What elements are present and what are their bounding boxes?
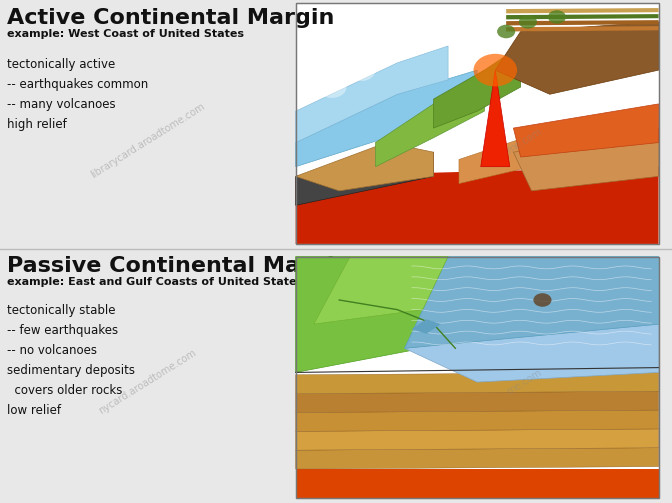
Polygon shape bbox=[506, 14, 659, 20]
Text: librarycard.aroadtome.com: librarycard.aroadtome.com bbox=[89, 102, 207, 180]
Polygon shape bbox=[459, 135, 532, 184]
Polygon shape bbox=[296, 372, 659, 394]
Polygon shape bbox=[506, 20, 659, 26]
Polygon shape bbox=[314, 257, 448, 324]
Polygon shape bbox=[405, 257, 659, 348]
Text: Passive Continental Margin: Passive Continental Margin bbox=[7, 256, 350, 276]
Text: Active Continental Margin: Active Continental Margin bbox=[7, 8, 334, 28]
Circle shape bbox=[497, 25, 515, 38]
Polygon shape bbox=[296, 429, 659, 450]
Circle shape bbox=[347, 59, 376, 81]
Polygon shape bbox=[405, 324, 659, 382]
Polygon shape bbox=[376, 70, 485, 166]
Polygon shape bbox=[513, 128, 659, 191]
Circle shape bbox=[474, 54, 517, 87]
Polygon shape bbox=[296, 152, 433, 205]
Circle shape bbox=[534, 293, 552, 307]
Polygon shape bbox=[480, 70, 510, 166]
Polygon shape bbox=[296, 166, 659, 244]
Polygon shape bbox=[296, 391, 659, 412]
Text: example: East and Gulf Coasts of United States: example: East and Gulf Coasts of United … bbox=[7, 277, 303, 287]
Polygon shape bbox=[412, 319, 441, 334]
Polygon shape bbox=[433, 46, 521, 128]
Polygon shape bbox=[296, 70, 477, 166]
Text: tectonically active
-- earthquakes common
-- many volcanoes
high relief: tectonically active -- earthquakes commo… bbox=[7, 58, 148, 131]
Circle shape bbox=[519, 15, 537, 29]
Text: example: West Coast of United States: example: West Coast of United States bbox=[7, 29, 244, 39]
Polygon shape bbox=[296, 46, 448, 142]
Text: tectonically stable
-- few earthquakes
-- no volcanoes
sedimentary deposits
  co: tectonically stable -- few earthquakes -… bbox=[7, 304, 134, 417]
Circle shape bbox=[317, 76, 347, 98]
Polygon shape bbox=[506, 8, 659, 14]
Circle shape bbox=[548, 10, 566, 24]
Text: nycard.aroadtome.com: nycard.aroadtome.com bbox=[97, 348, 198, 416]
Polygon shape bbox=[513, 104, 659, 157]
Polygon shape bbox=[296, 142, 433, 191]
Text: me.com: me.com bbox=[505, 368, 544, 397]
Polygon shape bbox=[296, 257, 659, 498]
Polygon shape bbox=[495, 22, 659, 94]
Polygon shape bbox=[296, 3, 659, 244]
Polygon shape bbox=[296, 448, 659, 469]
Circle shape bbox=[310, 45, 339, 66]
Text: me.com: me.com bbox=[505, 126, 544, 155]
Polygon shape bbox=[296, 469, 659, 498]
Polygon shape bbox=[506, 26, 659, 32]
Polygon shape bbox=[296, 410, 659, 432]
Polygon shape bbox=[296, 257, 477, 372]
